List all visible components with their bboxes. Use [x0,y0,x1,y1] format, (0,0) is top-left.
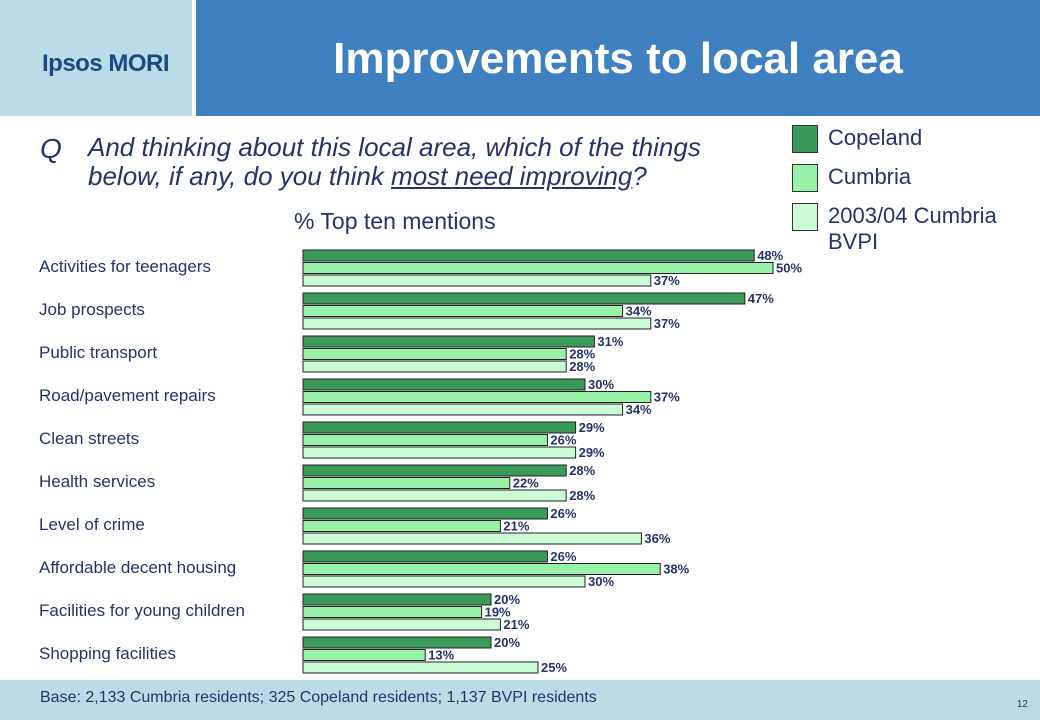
legend-swatch-bvpi [792,203,818,231]
data-label-level-of-crime-copeland: 26% [550,506,576,521]
bar-road-pavement-repairs-copeland [302,378,586,391]
category-label-public-transport: Public transport [39,343,158,362]
bar-activities-for-teenagers-copeland [302,249,755,262]
bar-shopping-facilities-copeland [302,636,492,649]
data-label-clean-streets-copeland: 29% [579,420,605,435]
category-label-shopping-facilities: Shopping facilities [39,644,177,663]
legend-swatch-cumbria [792,164,818,192]
bar-health-services-copeland [302,464,567,477]
bar-affordable-decent-housing-2003-04-cumbria-bvpi [302,575,586,588]
bar-public-transport-2003-04-cumbria-bvpi [302,360,567,373]
data-label-public-transport-copeland: 31% [597,334,623,349]
data-label-health-services-cumbria: 22% [513,476,539,491]
data-label-road-pavement-repairs-2003-04-cumbria-bvpi: 34% [626,402,652,417]
bar-level-of-crime-cumbria [302,520,501,532]
bar-chart: 48%50%37%47%34%37%31%28%28%30%37%34%29%2… [302,248,802,675]
category-label-level-of-crime: Level of crime [39,515,145,534]
data-label-affordable-decent-housing-copeland: 26% [550,549,576,564]
bar-job-prospects-cumbria [302,305,624,317]
bar-affordable-decent-housing-cumbria [302,563,661,575]
data-label-level-of-crime-2003-04-cumbria-bvpi: 36% [644,531,670,546]
category-label-job-prospects: Job prospects [39,300,145,319]
bar-affordable-decent-housing-copeland [302,550,548,563]
bar-facilities-for-young-children-copeland [302,593,492,606]
bar-clean-streets-2003-04-cumbria-bvpi [302,446,577,459]
data-label-job-prospects-copeland: 47% [748,291,774,306]
bar-facilities-for-young-children-cumbria [302,606,483,618]
data-label-clean-streets-2003-04-cumbria-bvpi: 29% [579,445,605,460]
bar-job-prospects-2003-04-cumbria-bvpi [302,317,652,330]
data-label-health-services-2003-04-cumbria-bvpi: 28% [569,488,595,503]
data-label-activities-for-teenagers-2003-04-cumbria-bvpi: 37% [654,273,680,288]
data-label-level-of-crime-cumbria: 21% [503,519,529,534]
data-label-public-transport-2003-04-cumbria-bvpi: 28% [569,359,595,374]
bar-public-transport-cumbria [302,348,567,360]
bar-road-pavement-repairs-cumbria [302,391,652,403]
question-text-underlined: most need improving [391,161,633,191]
category-label-activities-for-teenagers: Activities for teenagers [39,257,211,276]
data-label-shopping-facilities-copeland: 20% [494,635,520,650]
bar-level-of-crime-2003-04-cumbria-bvpi [302,532,642,545]
page-title: Improvements to local area [333,34,903,83]
legend-label-bvpi: 2003/04 Cumbria BVPI [828,203,997,254]
data-label-facilities-for-young-children-2003-04-cumbria-bvpi: 21% [503,617,529,632]
question-text: And thinking about this local area, whic… [88,133,768,191]
legend-swatch-copeland [792,125,818,153]
data-label-activities-for-teenagers-cumbria: 50% [776,261,802,276]
bar-facilities-for-young-children-2003-04-cumbria-bvpi [302,618,501,631]
bar-clean-streets-cumbria [302,434,548,446]
bar-clean-streets-copeland [302,421,577,434]
data-label-road-pavement-repairs-copeland: 30% [588,377,614,392]
category-label-health-services: Health services [39,472,156,491]
data-label-affordable-decent-housing-cumbria: 38% [663,562,689,577]
page-number: 12 [1016,699,1028,710]
category-label-clean-streets: Clean streets [39,429,140,448]
ipsos-mori-logo: Ipsos MORI [42,50,170,77]
question-text-before: And thinking about this local area, whic… [88,132,701,191]
bar-public-transport-copeland [302,335,595,348]
question-text-after: ? [632,161,647,191]
chart-subtitle: % Top ten mentions [294,208,496,234]
title-bar: Improvements to local area [196,0,1040,116]
bar-road-pavement-repairs-2003-04-cumbria-bvpi [302,403,624,416]
bar-health-services-cumbria [302,477,511,489]
bar-shopping-facilities-cumbria [302,649,426,661]
bar-activities-for-teenagers-2003-04-cumbria-bvpi [302,274,652,287]
bar-level-of-crime-copeland [302,507,548,520]
bar-health-services-2003-04-cumbria-bvpi [302,489,567,502]
footer: Base: 2,133 Cumbria residents; 325 Copel… [0,680,1040,720]
legend-label-copeland: Copeland [828,125,923,150]
data-label-health-services-copeland: 28% [569,463,595,478]
bar-shopping-facilities-2003-04-cumbria-bvpi [302,661,539,674]
category-label-road-pavement-repairs: Road/pavement repairs [39,386,216,405]
bar-activities-for-teenagers-cumbria [302,262,774,274]
logo-panel: Ipsos MORI [0,0,192,116]
data-label-road-pavement-repairs-cumbria: 37% [654,390,680,405]
data-label-activities-for-teenagers-copeland: 48% [757,248,783,263]
legend-label-cumbria: Cumbria [828,164,912,189]
category-label-facilities-for-young-children: Facilities for young children [39,601,245,620]
data-label-shopping-facilities-cumbria: 13% [428,648,454,663]
data-label-shopping-facilities-2003-04-cumbria-bvpi: 25% [541,660,567,675]
data-label-affordable-decent-housing-2003-04-cumbria-bvpi: 30% [588,574,614,589]
category-label-affordable-decent-housing: Affordable decent housing [39,558,237,577]
data-label-job-prospects-2003-04-cumbria-bvpi: 37% [654,316,680,331]
data-label-public-transport-cumbria: 28% [569,347,595,362]
data-label-facilities-for-young-children-copeland: 20% [494,592,520,607]
bar-job-prospects-copeland [302,292,746,305]
data-label-job-prospects-cumbria: 34% [626,304,652,319]
base-note: Base: 2,133 Cumbria residents; 325 Copel… [40,689,597,706]
data-label-clean-streets-cumbria: 26% [550,433,576,448]
question-marker: Q [40,133,62,164]
data-label-facilities-for-young-children-cumbria: 19% [485,605,511,620]
